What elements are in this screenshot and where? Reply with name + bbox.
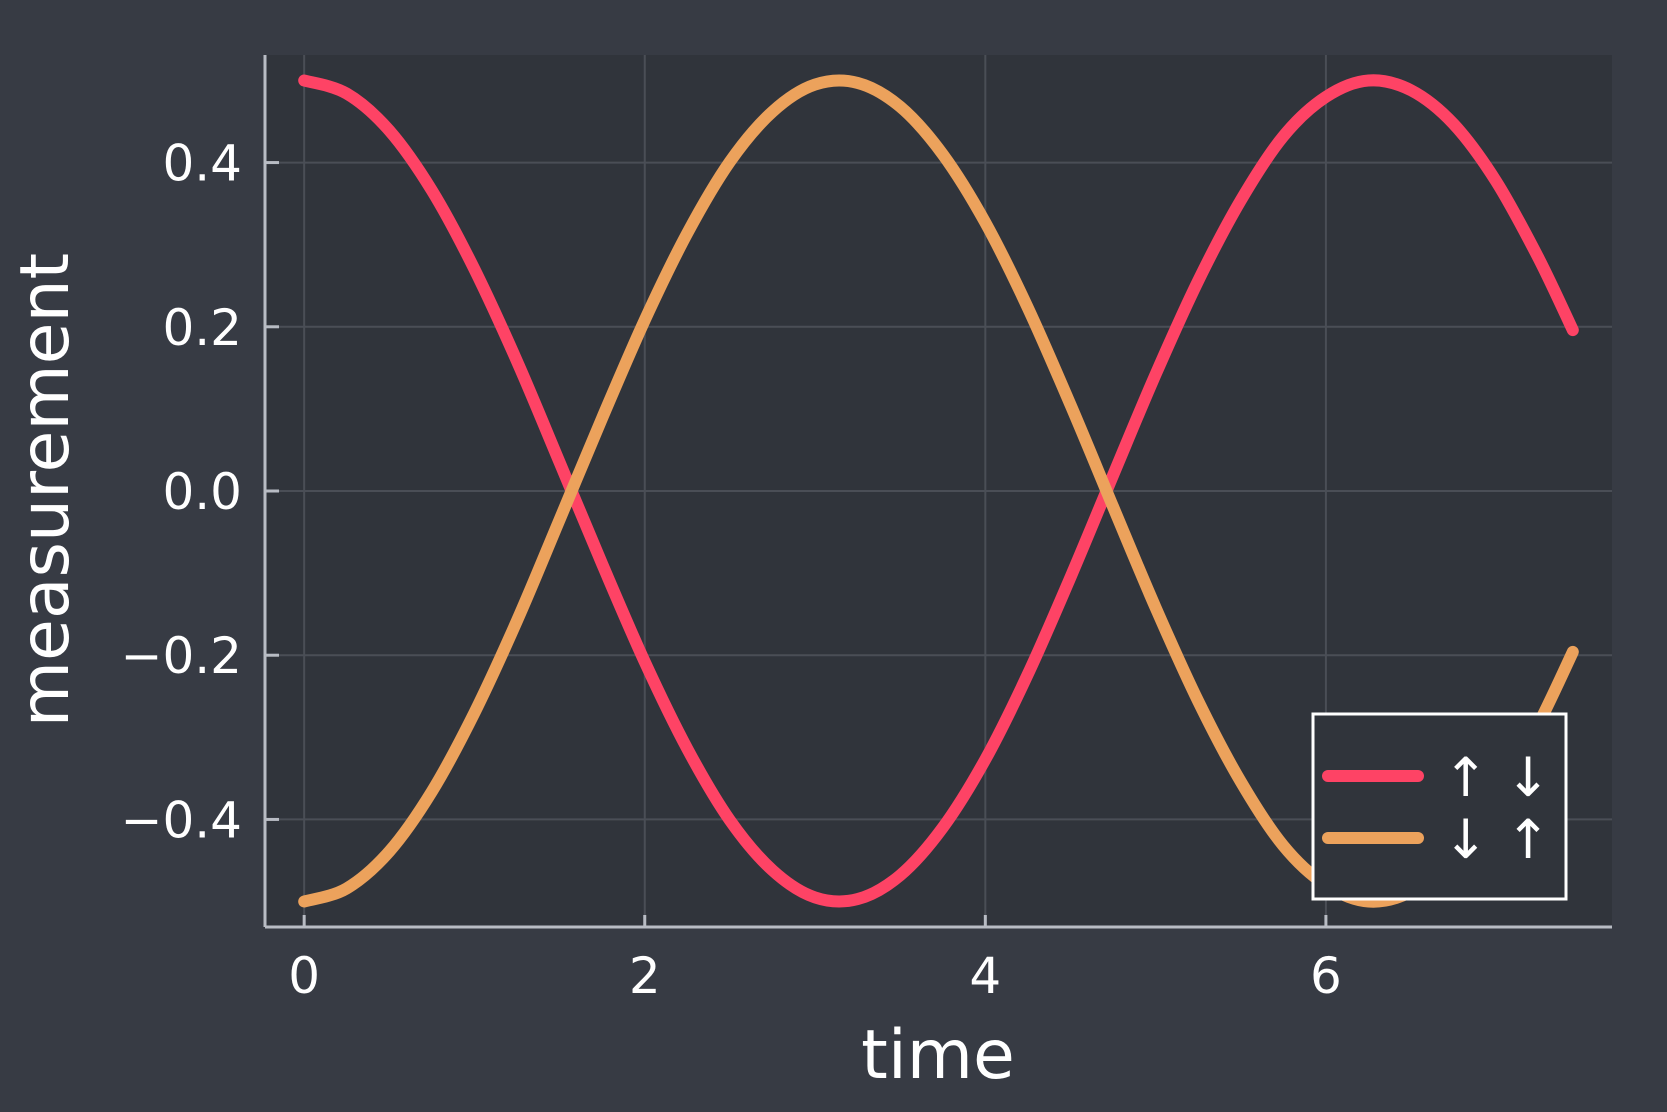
x-tick-labels: 0 2 4 6 [288, 947, 1342, 1005]
y-tick-labels: −0.4 −0.2 0.0 0.2 0.4 [121, 135, 242, 850]
axes [263, 55, 1612, 929]
y-tick-label: 0.0 [162, 463, 242, 521]
x-tick-label: 4 [969, 947, 1001, 1005]
y-tick-label: −0.2 [121, 627, 242, 685]
legend-label-up-down: ↑ ↓ [1443, 746, 1551, 809]
x-tick-label: 6 [1310, 947, 1342, 1005]
y-tick-label: −0.4 [121, 791, 242, 849]
legend-label-down-up: ↓ ↑ [1443, 808, 1551, 871]
x-tick-label: 0 [288, 947, 320, 1005]
y-tick-label: 0.4 [162, 135, 242, 193]
y-tick-label: 0.2 [162, 299, 242, 357]
x-tick-label: 2 [629, 947, 661, 1005]
legend: ↑ ↓ ↓ ↑ [1311, 712, 1568, 901]
x-axis-label: time [861, 1016, 1015, 1095]
y-axis-label: measurement [6, 253, 85, 727]
series-line-0 [298, 74, 1579, 908]
legend-box [1311, 712, 1568, 901]
